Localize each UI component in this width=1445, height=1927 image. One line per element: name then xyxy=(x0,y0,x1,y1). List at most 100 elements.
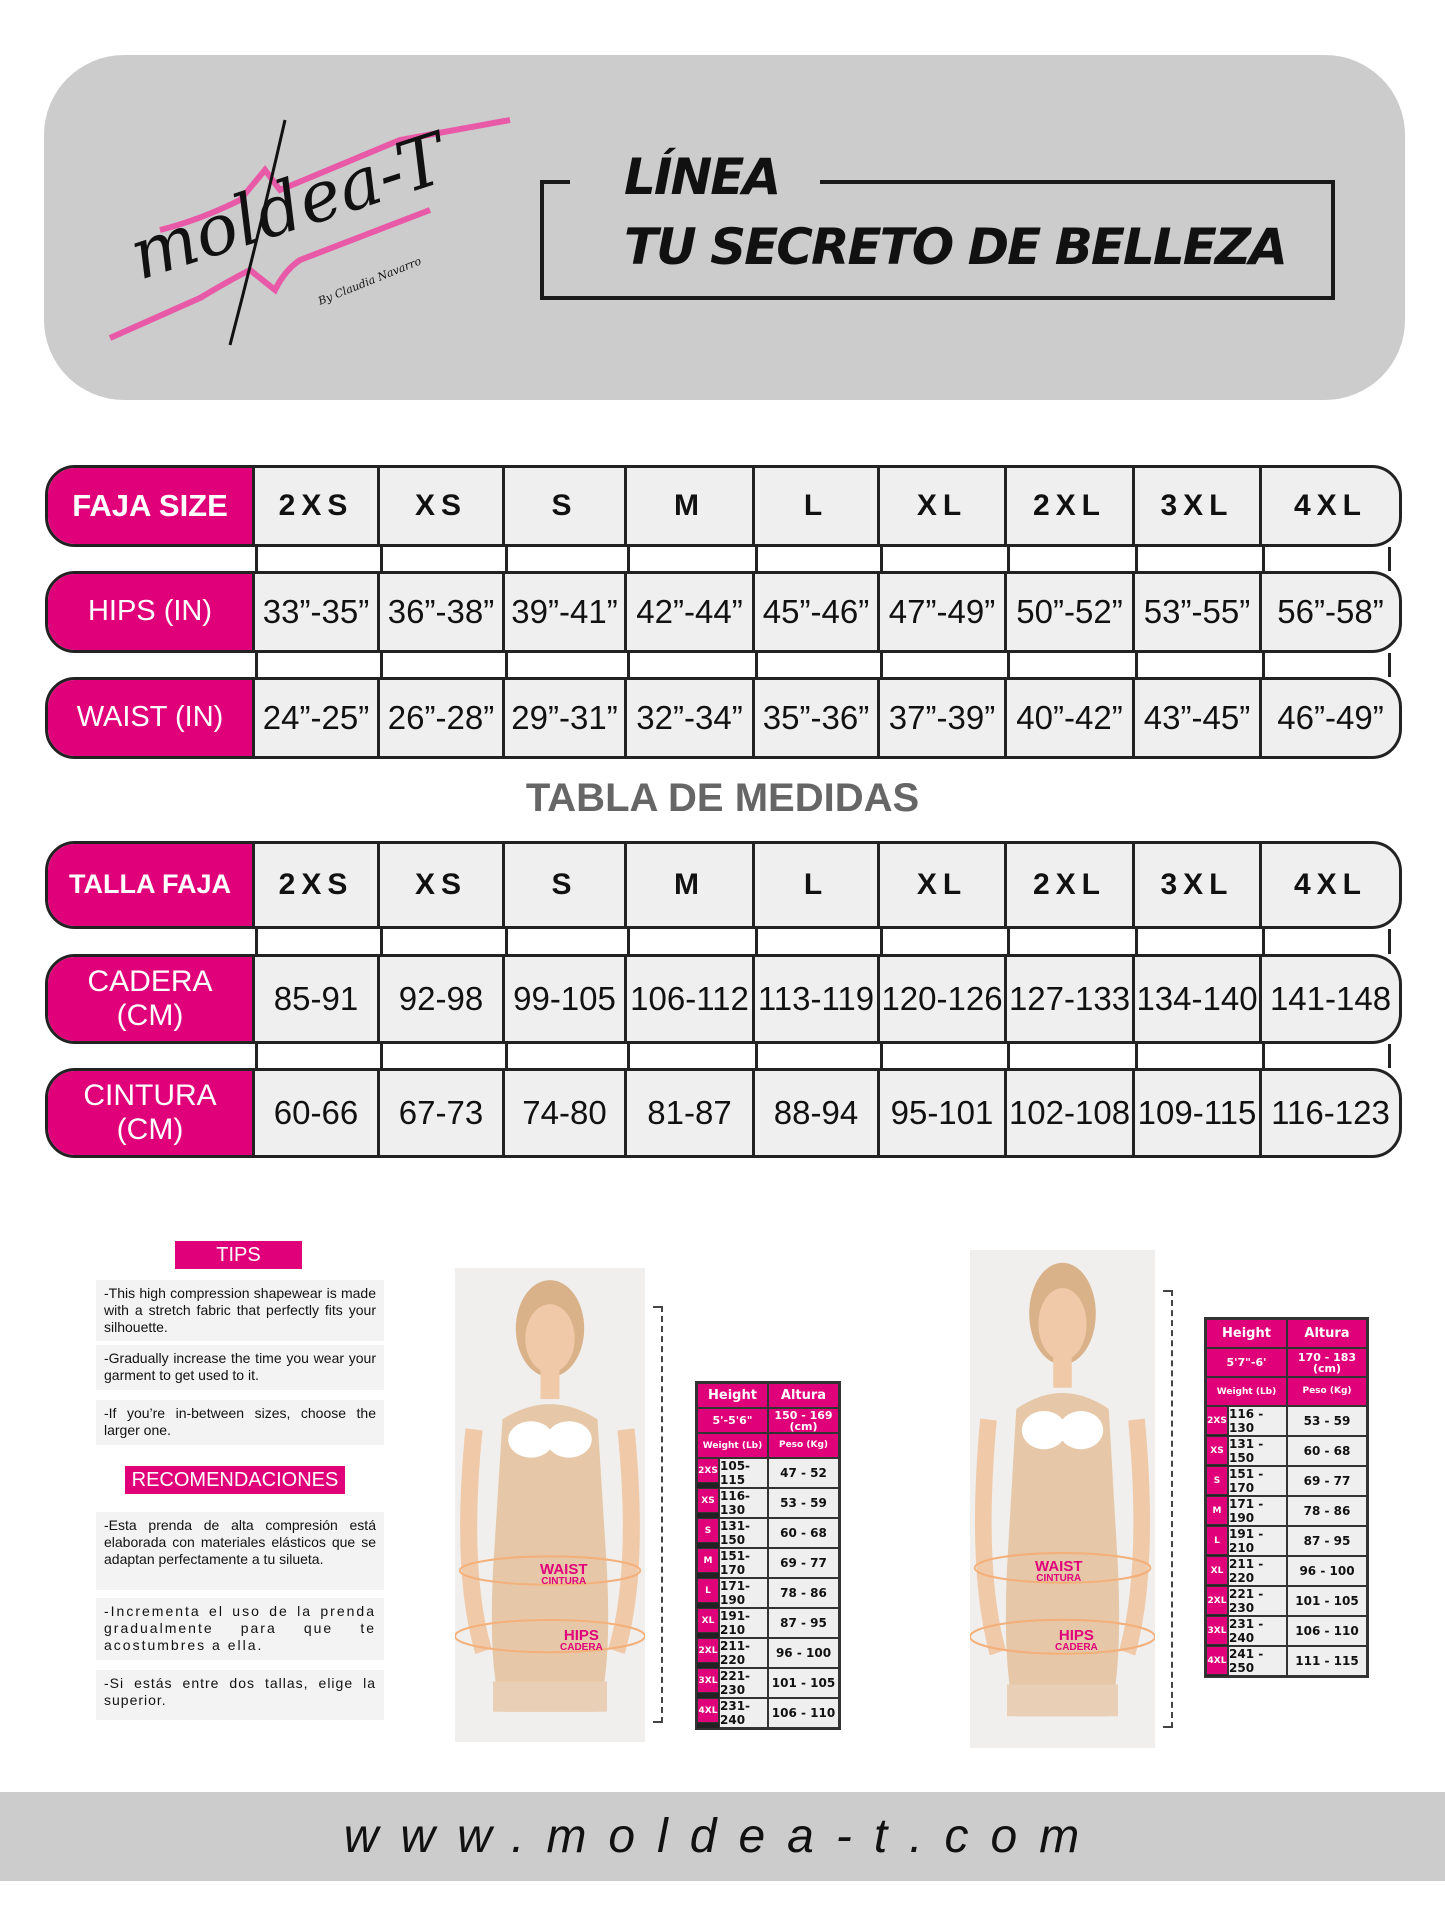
size-cell: 134-140 xyxy=(1135,957,1262,1041)
weight-row: 2XS 105-115 47 - 52 xyxy=(697,1458,839,1488)
size-cell: XS xyxy=(697,1488,719,1513)
size-cell: S xyxy=(505,844,627,926)
size-cell: M xyxy=(1206,1496,1228,1525)
weight-row: S 131-150 60 - 68 xyxy=(697,1518,839,1548)
peso-cell: 101 - 105 xyxy=(768,1668,839,1698)
size-cell: 3XL xyxy=(697,1668,719,1693)
peso-cell: 106 - 110 xyxy=(768,1698,839,1728)
weight-row: XS 116-130 53 - 59 xyxy=(697,1488,839,1518)
size-cell: 106-112 xyxy=(627,957,755,1041)
weight-cell: 241 - 250 xyxy=(1228,1646,1287,1676)
weight-cell: 151-170 xyxy=(719,1548,768,1578)
size-cell: 92-98 xyxy=(380,957,505,1041)
row-spacer xyxy=(255,929,1391,954)
row-label: FAJA SIZE xyxy=(48,468,255,544)
weight-row: 2XL 221 - 230 101 - 105 xyxy=(1206,1586,1367,1616)
size-cell: 3XL xyxy=(1135,844,1262,926)
size-cell: XL xyxy=(697,1608,719,1633)
header-cell: Height xyxy=(1206,1319,1287,1348)
tips-item: -This high compression shapewear is made… xyxy=(96,1280,384,1341)
header-cell: Weight (Lb) xyxy=(1206,1377,1287,1406)
peso-cell: 60 - 68 xyxy=(768,1518,839,1548)
weight-cell: 131 - 150 xyxy=(1228,1436,1287,1466)
size-cell: 36”-38” xyxy=(380,574,505,650)
size-cell: 2XL xyxy=(697,1638,719,1663)
size-cell: 2XL xyxy=(1007,468,1135,544)
size-cell: 67-73 xyxy=(380,1071,505,1155)
us_table-row: HIPS (IN) 33”-35” 36”-38” 39”-41” 42”-44” 45”… xyxy=(45,571,1402,653)
size-cell: L xyxy=(755,468,880,544)
size-cell: 2XS xyxy=(697,1458,719,1483)
size-cell: 109-115 xyxy=(1135,1071,1262,1155)
row-spacer xyxy=(255,1044,1391,1068)
weight-table: Height Altura 5'7"-6' 170 - 183 (cm) Weight … xyxy=(1204,1317,1369,1678)
size-cell: 2XS xyxy=(1206,1406,1228,1435)
size-cell: 2XS xyxy=(255,468,380,544)
size-cell: 56”-58” xyxy=(1277,593,1384,630)
row-label: TALLA FAJA xyxy=(48,844,255,926)
peso-cell: 111 - 115 xyxy=(1287,1646,1367,1676)
size-cell: 4XL xyxy=(1293,489,1368,522)
peso-cell: 87 - 95 xyxy=(768,1608,839,1638)
peso-cell: 96 - 100 xyxy=(1287,1556,1367,1586)
size-cell: 46”-49” xyxy=(1277,699,1384,736)
size-cell: 2XS xyxy=(255,844,380,926)
size-cell: 88-94 xyxy=(755,1071,880,1155)
height-marker xyxy=(653,1305,663,1724)
svg-text:By Claudia Navarro: By Claudia Navarro xyxy=(315,254,423,308)
weight-cell: 221 - 230 xyxy=(1228,1586,1287,1616)
tips-item: -If you’re in-between sizes, choose the … xyxy=(96,1400,384,1445)
weight-row: 4XL 231-240 106 - 110 xyxy=(697,1698,839,1728)
row-label: HIPS (IN) xyxy=(48,574,255,650)
model-figure-icon xyxy=(454,1280,646,1712)
size-cell: 85-91 xyxy=(255,957,380,1041)
size-cell: 74-80 xyxy=(505,1071,627,1155)
weight-row: 2XS 116 - 130 53 - 59 xyxy=(1206,1406,1367,1436)
size-cell: 24”-25” xyxy=(255,680,380,756)
size-cell: 60-66 xyxy=(255,1071,380,1155)
weight-cell: 151 - 170 xyxy=(1228,1466,1287,1496)
weight-row: L 171-190 78 - 86 xyxy=(697,1578,839,1608)
peso-cell: 87 - 95 xyxy=(1287,1526,1367,1556)
peso-cell: 78 - 86 xyxy=(768,1578,839,1608)
row-label: WAIST (IN) xyxy=(48,680,255,756)
peso-cell: 47 - 52 xyxy=(768,1458,839,1488)
peso-cell: 53 - 59 xyxy=(1287,1406,1367,1436)
header-cell: Peso (Kg) xyxy=(768,1433,839,1458)
header-cell: Altura xyxy=(1287,1319,1367,1348)
weight-cell: 221-230 xyxy=(719,1668,768,1698)
weight-cell: 105-115 xyxy=(719,1458,768,1488)
height-marker xyxy=(1163,1289,1173,1729)
recomendaciones-title: RECOMENDACIONES xyxy=(125,1466,345,1494)
weight-row: L 191 - 210 87 - 95 xyxy=(1206,1526,1367,1556)
size-cell: 99-105 xyxy=(505,957,627,1041)
size-cell: 32”-34” xyxy=(627,680,755,756)
tagline-line1: LÍNEA xyxy=(624,148,781,206)
header-banner xyxy=(44,55,1405,400)
weight-cell: 231 - 240 xyxy=(1228,1616,1287,1646)
size-cell: S xyxy=(1206,1466,1228,1495)
size-cell: 4XL xyxy=(1293,868,1368,901)
weight-cell: 171-190 xyxy=(719,1578,768,1608)
size-cell: 40”-42” xyxy=(1007,680,1135,756)
peso-cell: 69 - 77 xyxy=(768,1548,839,1578)
model-figure-icon xyxy=(969,1262,1156,1717)
cintura-label: CINTURA xyxy=(1036,1572,1082,1584)
size-cell: 4XL xyxy=(697,1698,719,1723)
row-label: CADERA (CM) xyxy=(48,957,255,1041)
header-cell: 150 - 169 (cm) xyxy=(768,1408,839,1433)
website-link[interactable]: www.moldea-t.com xyxy=(343,1810,1102,1863)
size-cell: 39”-41” xyxy=(505,574,627,650)
row-spacer xyxy=(255,547,1391,571)
recomendaciones-item: -Incrementa el uso de la prenda gradualm… xyxy=(96,1598,384,1660)
peso-cell: 60 - 68 xyxy=(1287,1436,1367,1466)
header-cell: 170 - 183 (cm) xyxy=(1287,1348,1367,1377)
tagline-line2: TU SECRETO DE BELLEZA xyxy=(624,218,1288,276)
recomendaciones-item: -Si estás entre dos tallas, elige la sup… xyxy=(96,1670,384,1720)
size-cell: S xyxy=(505,468,627,544)
us_table-row: FAJA SIZE 2XS XS S M L XL 2XL 3XL 4XL xyxy=(45,465,1402,547)
size-cell: 2XL xyxy=(1206,1586,1228,1615)
size-cell: 29”-31” xyxy=(505,680,627,756)
weight-cell: 191-210 xyxy=(719,1608,768,1638)
cm_table-row: CINTURA (CM) 60-66 67-73 74-80 81-87 88-94 95-… xyxy=(45,1068,1402,1158)
